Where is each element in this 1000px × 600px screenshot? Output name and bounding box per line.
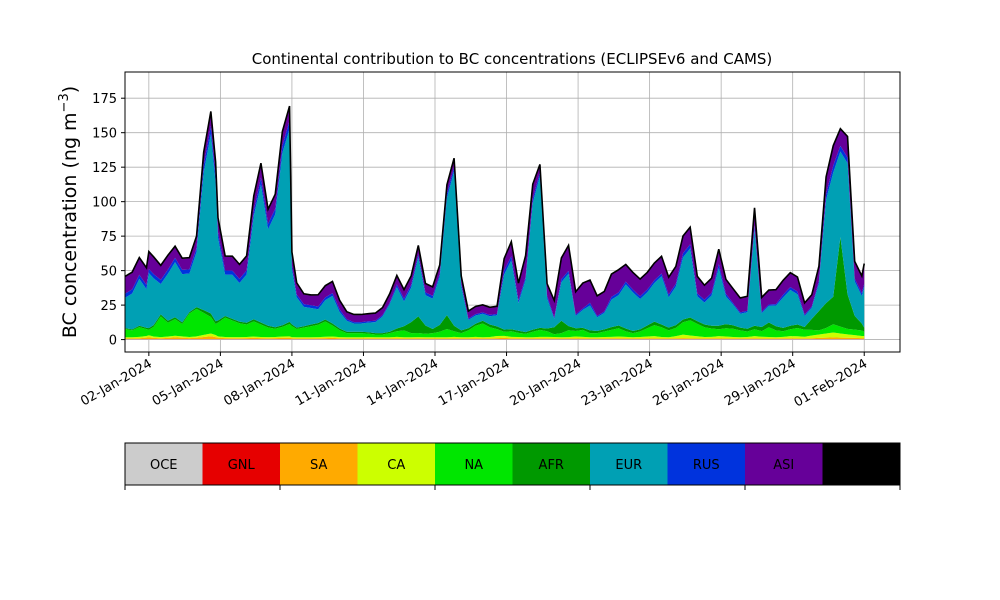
legend-label-na: NA xyxy=(464,458,483,473)
legend-label-gnl: GNL xyxy=(228,458,256,473)
legend-swatch-na xyxy=(435,443,513,485)
y-tick-label: 50 xyxy=(100,265,117,280)
chart-title: Continental contribution to BC concentra… xyxy=(252,50,773,68)
stacked-areas xyxy=(124,105,866,340)
y-tick-label: 150 xyxy=(92,127,117,142)
x-tick-label: 14-Jan-2024 xyxy=(364,356,441,409)
legend-swatch-afr xyxy=(512,443,590,485)
area-na xyxy=(125,308,865,338)
legend-swatch-aus xyxy=(822,443,900,485)
legend-label-sa: SA xyxy=(310,458,327,473)
legend-swatch-gnl xyxy=(202,443,280,485)
x-tick-label: 26-Jan-2024 xyxy=(651,356,728,409)
y-tick-label: 75 xyxy=(100,230,117,245)
legend-label-eur: EUR xyxy=(615,458,642,473)
legend-label-ca: CA xyxy=(387,458,405,473)
legend-swatch-oce xyxy=(125,443,203,485)
legend-swatch-sa xyxy=(280,443,358,485)
area-ca xyxy=(125,332,865,339)
legend-label-rus: RUS xyxy=(693,458,720,473)
x-tick-label: 02-Jan-2024 xyxy=(78,356,155,409)
legend-colorbar: OCE GNL SA CA NA AFR EUR RUS ASI AUS xyxy=(124,442,901,490)
legend-label-afr: AFR xyxy=(539,458,564,473)
x-tick-label: 11-Jan-2024 xyxy=(293,356,370,409)
legend-label-aus: AUS xyxy=(848,458,875,473)
y-axis-label-exponent: −3 xyxy=(57,93,72,112)
axes xyxy=(124,71,901,353)
y-tick-label: 100 xyxy=(92,196,117,211)
total-outline xyxy=(124,105,866,316)
x-tick-label: 17-Jan-2024 xyxy=(436,356,513,409)
x-tick-label: 01-Feb-2024 xyxy=(792,356,871,410)
area-asi xyxy=(125,106,865,323)
legend-label-oce: OCE xyxy=(150,458,178,473)
y-axis-label-close: ) xyxy=(59,86,81,93)
legend-swatch-asi xyxy=(745,443,823,485)
y-axis-label: BC concentration (ng m−3) xyxy=(57,86,81,338)
y-axis-ticks: 0 25 50 75 100 125 150 175 xyxy=(92,92,125,349)
y-tick-label: 175 xyxy=(92,92,117,107)
x-tick-label: 05-Jan-2024 xyxy=(150,356,227,409)
legend-swatch-rus xyxy=(667,443,745,485)
y-tick-label: 25 xyxy=(100,299,117,314)
x-axis-ticks: 02-Jan-202405-Jan-202408-Jan-202411-Jan-… xyxy=(78,352,870,410)
legend-swatch-ca xyxy=(357,443,435,485)
x-tick-label: 29-Jan-2024 xyxy=(722,356,799,409)
y-axis-label-main: BC concentration (ng m xyxy=(59,112,81,338)
y-tick-label: 0 xyxy=(109,334,117,349)
legend-frame xyxy=(124,442,901,486)
x-tick-label: 08-Jan-2024 xyxy=(221,356,298,409)
area-eur xyxy=(125,128,865,334)
plot-frame xyxy=(124,71,901,353)
legend-label-asi: ASI xyxy=(773,458,794,473)
legend-swatch-eur xyxy=(590,443,668,485)
y-tick-label: 125 xyxy=(92,161,117,176)
x-tick-label: 20-Jan-2024 xyxy=(507,356,584,409)
x-tick-label: 23-Jan-2024 xyxy=(579,356,656,409)
